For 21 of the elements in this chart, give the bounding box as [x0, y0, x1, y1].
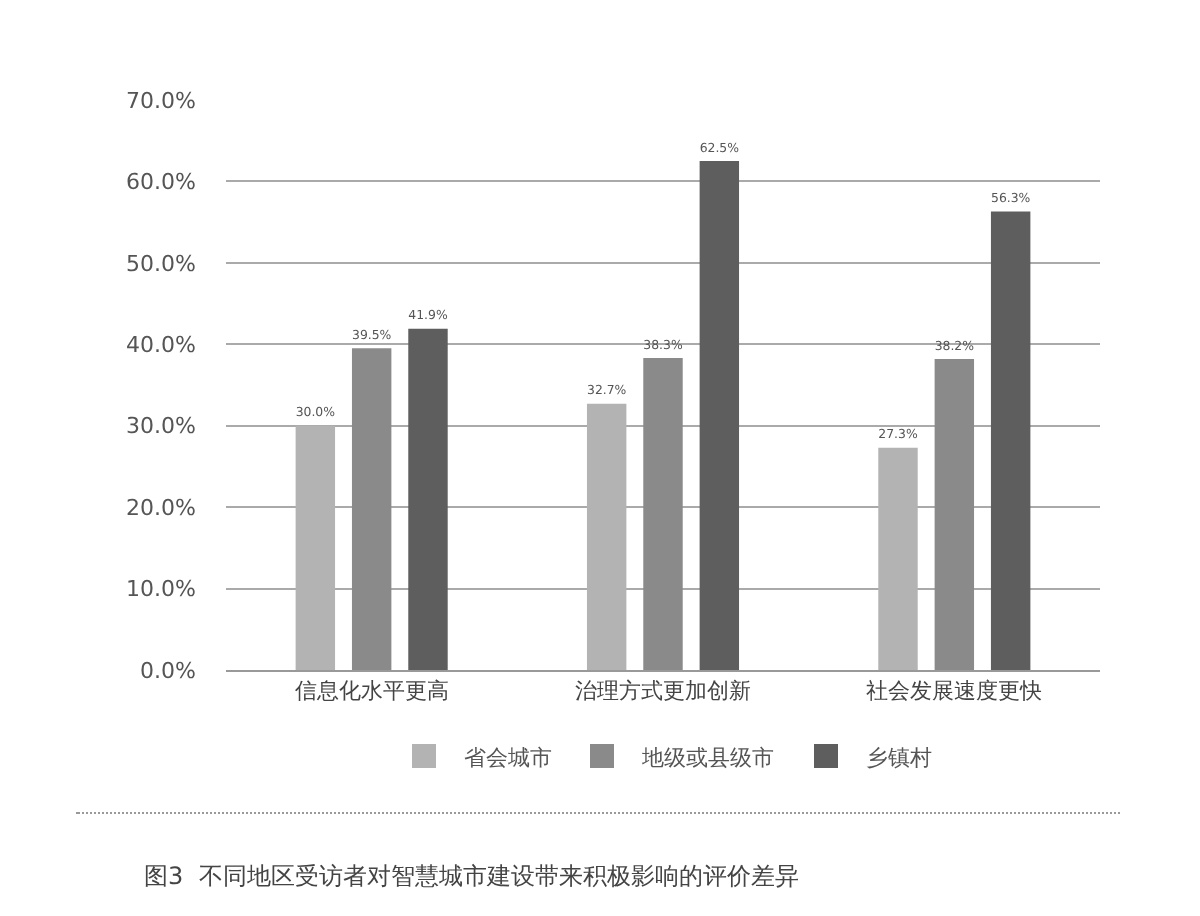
text: 图3 不同地区受访者对智慧城市建设带来积极影响的评价差异: [144, 861, 799, 890]
y-tick-label: 50.0%: [126, 250, 196, 277]
x-tick-label: 社会发展速度更快: [866, 678, 1043, 705]
bar: [699, 161, 740, 670]
legend-label: 省会城市: [464, 744, 552, 771]
x-tick-label: 信息化水平更高: [294, 678, 449, 705]
legend-label: 地级或县级市: [640, 744, 774, 771]
y-tick-label: 20.0%: [126, 494, 196, 521]
bar: [408, 328, 448, 670]
bar: [351, 348, 392, 670]
y-tick-label: 30.0%: [126, 413, 196, 440]
y-tick-label: 0.0%: [140, 657, 196, 684]
bar: [934, 358, 975, 670]
bar: [643, 358, 683, 670]
y-tick-label: 70.0%: [126, 87, 196, 114]
legend-label: 乡镇村: [866, 744, 932, 771]
y-tick-label: 10.0%: [126, 576, 196, 603]
x-tick-label: 治理方式更加创新: [575, 678, 751, 705]
y-tick-label: 40.0%: [126, 331, 196, 358]
y-tick-label: 60.0%: [126, 169, 196, 196]
bar: [990, 211, 1031, 670]
